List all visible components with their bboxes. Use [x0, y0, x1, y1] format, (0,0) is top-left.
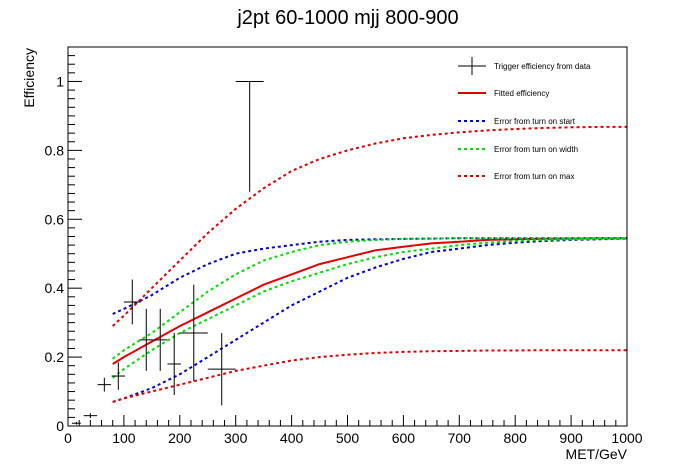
series-line-6: [112, 349, 627, 403]
data-point-9: [207, 332, 236, 406]
axes: 0 100 200 300 400 500 600 700 800 900 1000 0 0.2 0.4 0…: [45, 46, 643, 446]
data-point-4: [123, 279, 141, 325]
y-axis-title: Efficiency: [21, 48, 37, 108]
x-tick-label: 400: [280, 430, 304, 446]
legend-label: Fitted efficiency: [494, 89, 549, 98]
data-point-10: [235, 80, 264, 192]
x-tick-label: 0: [64, 430, 72, 446]
y-tick-label: 0.4: [45, 280, 65, 296]
data-point-3: [111, 362, 126, 390]
y-tick-label: 0.2: [45, 349, 65, 365]
x-tick-label: 100: [112, 430, 136, 446]
legend-label: Trigger efficiency from data: [494, 62, 591, 71]
data-point-8: [179, 284, 208, 382]
x-tick-label: 600: [392, 430, 416, 446]
x-tick-label: 700: [448, 430, 472, 446]
x-tick-label: 1000: [611, 430, 642, 446]
chart-title: j2pt 60-1000 mjj 800-900: [236, 7, 458, 29]
data-point-5: [139, 308, 153, 371]
x-tick-label: 800: [504, 430, 528, 446]
data-point-2: [97, 377, 112, 392]
x-tick-label: 300: [224, 430, 248, 446]
legend-entry-3: Error from turn on width: [458, 145, 578, 154]
data-point-1: [83, 413, 98, 419]
y-tick-label: 0.6: [45, 211, 65, 227]
legend: Trigger efficiency from data Fitted effic…: [458, 57, 591, 181]
x-tick-label: 200: [168, 430, 192, 446]
legend-label: Error from turn on width: [494, 145, 578, 154]
legend-label: Error from turn on max: [494, 172, 574, 181]
legend-entry-2: Error from turn on start: [458, 117, 576, 126]
legend-entry-1: Fitted efficiency: [458, 89, 549, 98]
series-layer: [112, 125, 628, 403]
y-tick-label: 1: [56, 73, 64, 89]
series-line-3: [112, 237, 627, 360]
legend-entry-0: Trigger efficiency from data: [458, 57, 591, 75]
legend-entry-4: Error from turn on max: [458, 172, 574, 181]
data-point-7: [167, 332, 181, 395]
data-point-6: [153, 308, 167, 371]
series-line-1: [112, 237, 627, 315]
legend-label: Error from turn on start: [494, 117, 576, 126]
x-axis-title: MET/GeV: [566, 446, 628, 462]
data-points-layer: [71, 80, 264, 425]
y-tick-label: 0.8: [45, 142, 65, 158]
series-line-2: [112, 237, 628, 403]
x-tick-label: 500: [336, 430, 360, 446]
series-line-4: [112, 237, 628, 379]
y-tick-label: 0: [56, 418, 64, 434]
x-tick-label: 900: [559, 430, 583, 446]
